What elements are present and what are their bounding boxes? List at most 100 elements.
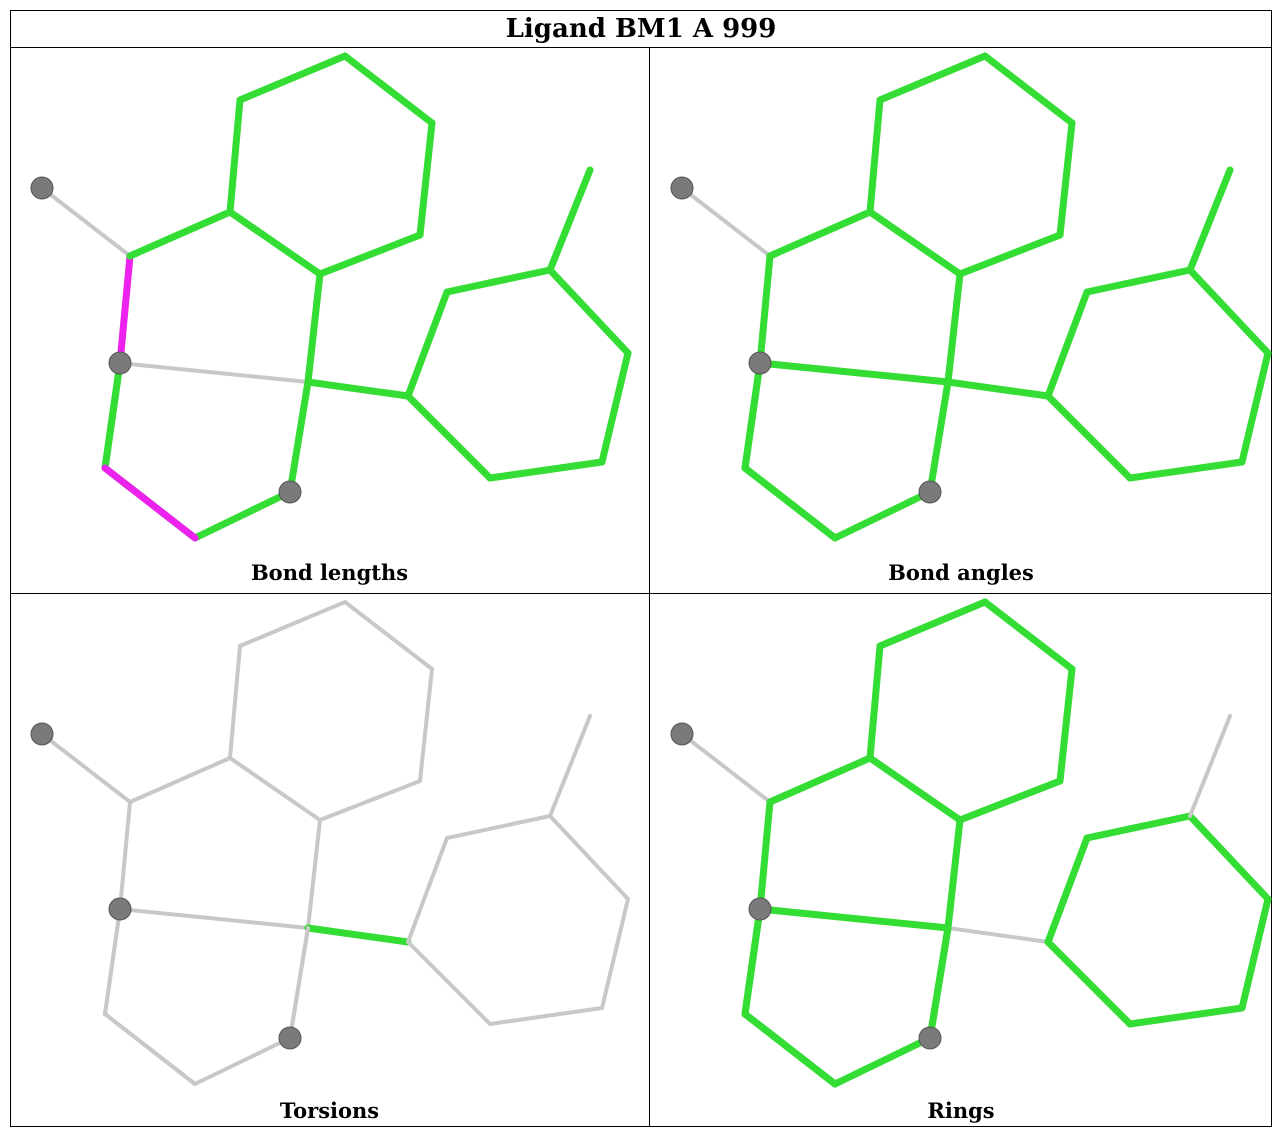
bond-13-14 (1044, 288, 1091, 400)
bond-5-6 (288, 926, 310, 1040)
bond-6-13 (304, 924, 412, 946)
bond-8-9 (228, 644, 242, 760)
bond-15-19 (1188, 714, 1232, 818)
bond-1-2 (116, 252, 134, 367)
bond-8-9 (226, 96, 244, 216)
atom-sphere (30, 176, 54, 200)
bond-15-16 (546, 266, 632, 357)
bond-1-8 (126, 208, 234, 260)
bond-17-18 (486, 458, 606, 482)
bond-1-8 (766, 754, 874, 806)
bond-11-12 (416, 119, 436, 239)
bond-3-4 (741, 1010, 839, 1088)
bond-6-13 (304, 378, 412, 400)
bond-5-4 (831, 488, 934, 542)
bond-15-19 (1186, 166, 1234, 274)
panel-bond-lengths: Bond lengths (10, 48, 649, 593)
atom-sphere (278, 1026, 302, 1050)
bond-16-17 (1238, 895, 1272, 1012)
bond-12-7 (316, 231, 424, 278)
bond-16-17 (1238, 349, 1272, 466)
bond-10-11 (981, 52, 1076, 127)
bond-0-1 (40, 186, 132, 258)
bond-9-10 (236, 52, 349, 104)
bond-12-7 (318, 779, 422, 822)
caption-bond-angles: Bond angles (888, 560, 1034, 585)
bond-9-10 (876, 598, 989, 650)
bond-2-6 (118, 361, 310, 384)
bond-7-6 (306, 818, 322, 930)
bond-7-6 (944, 270, 964, 386)
caption-rings: Rings (927, 1098, 995, 1123)
atom-sphere (670, 722, 694, 746)
bond-17-18 (1126, 458, 1246, 482)
bond-9-10 (876, 52, 989, 104)
bond-12-7 (956, 777, 1064, 824)
caption-torsions: Torsions (279, 1098, 380, 1123)
bond-9-10 (238, 600, 347, 648)
bond-6-13 (946, 926, 1050, 944)
bond-1-2 (118, 800, 132, 911)
bond-8-7 (228, 756, 322, 822)
panel-bond-angles: Bond angles (650, 48, 1272, 593)
bond-3-4 (741, 464, 839, 542)
title-divider (10, 47, 1272, 48)
atom-sphere (278, 480, 302, 504)
bond-16-17 (598, 349, 632, 466)
bond-8-7 (226, 208, 324, 278)
bond-8-9 (866, 642, 884, 762)
bond-16-17 (600, 897, 630, 1010)
bond-15-19 (548, 714, 592, 818)
bond-2-3 (741, 359, 764, 472)
bond-3-4 (103, 1012, 197, 1086)
bond-1-2 (756, 252, 774, 367)
bond-13-14 (1044, 834, 1091, 946)
bond-18-13 (1044, 938, 1134, 1028)
bond-2-3 (741, 905, 764, 1018)
atom-sphere (918, 480, 942, 504)
caption-bond-lengths: Bond lengths (250, 560, 409, 585)
bond-1-8 (766, 208, 874, 260)
bond-1-2 (756, 798, 774, 913)
bond-1-8 (128, 756, 232, 804)
bond-2-6 (756, 359, 952, 386)
atom-sphere (748, 351, 772, 375)
bond-3-4 (101, 464, 199, 542)
bond-6-13 (944, 378, 1052, 400)
bond-18-13 (1044, 392, 1134, 482)
panel-rings: Rings (650, 594, 1272, 1127)
molecule-bond-lengths (30, 52, 632, 542)
bond-11-12 (1056, 665, 1076, 785)
bond-13-14 (406, 836, 449, 944)
bond-15-16 (1186, 812, 1272, 903)
table-frame (10, 10, 1272, 1127)
bond-0-1 (40, 732, 132, 804)
row-divider (10, 593, 1272, 594)
bond-5-6 (286, 378, 312, 496)
bond-2-3 (103, 907, 122, 1016)
bond-14-15 (443, 266, 554, 296)
bond-5-6 (926, 378, 952, 496)
bond-0-1 (680, 186, 772, 258)
bond-5-4 (191, 488, 294, 542)
molecule-torsions (30, 600, 630, 1086)
bond-12-7 (956, 231, 1064, 278)
atom-sphere (108, 897, 132, 921)
bond-7-6 (944, 816, 964, 932)
bond-17-18 (1126, 1004, 1246, 1028)
bond-2-3 (101, 359, 124, 472)
bond-8-7 (866, 754, 964, 824)
bond-8-7 (866, 208, 964, 278)
bond-2-6 (118, 907, 310, 930)
bond-7-6 (304, 270, 324, 386)
bond-15-19 (546, 166, 594, 274)
bond-8-9 (866, 96, 884, 216)
atom-sphere (30, 722, 54, 746)
bond-15-16 (1186, 266, 1272, 357)
panel-torsions: Torsions (10, 594, 649, 1127)
bond-11-12 (418, 667, 434, 783)
column-divider (649, 47, 650, 1127)
bond-14-15 (1083, 266, 1194, 296)
bond-10-11 (343, 600, 434, 671)
atom-sphere (918, 1026, 942, 1050)
